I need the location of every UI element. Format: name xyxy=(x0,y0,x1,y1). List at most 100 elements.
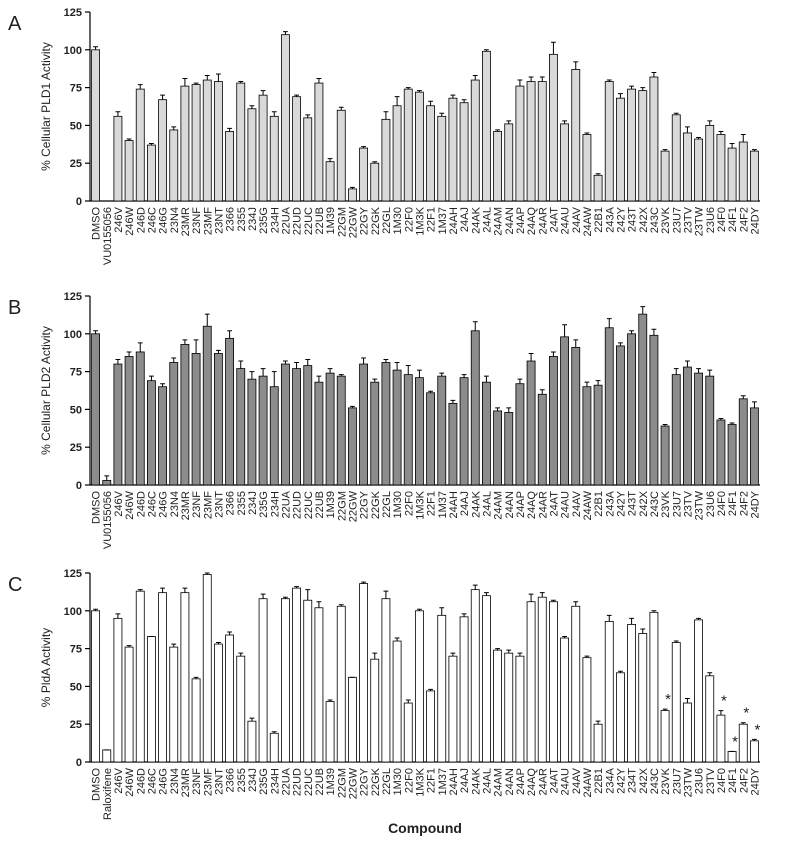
y-tick-label: 75 xyxy=(70,83,82,95)
x-tick-label: 24AH xyxy=(448,207,460,235)
error-bar xyxy=(718,710,724,716)
bar xyxy=(615,345,625,486)
bar xyxy=(213,643,223,763)
y-tick-label: 50 xyxy=(70,404,82,416)
x-tick-label: 243A xyxy=(604,206,616,232)
x-tick-label: 23U7 xyxy=(671,491,683,517)
bar xyxy=(359,583,369,763)
error-bar xyxy=(260,368,266,377)
bar xyxy=(124,646,134,763)
x-tick-label: 22UB xyxy=(314,768,326,796)
bar xyxy=(258,375,268,486)
error-bar xyxy=(204,572,210,575)
x-tick-label: 1M30 xyxy=(392,491,404,519)
x-tick-label: 24AH xyxy=(448,768,460,796)
x-tick-label: 22GL xyxy=(381,768,393,795)
x-tick-label: 23TW xyxy=(694,490,706,520)
bar xyxy=(716,419,726,486)
error-bar xyxy=(115,613,121,619)
bar xyxy=(403,374,413,486)
bar xyxy=(560,123,570,202)
x-tick-label: 2366 xyxy=(225,491,237,515)
error-bar xyxy=(606,614,612,622)
x-tick-label: 1M39 xyxy=(325,207,337,235)
x-tick-label: 24AL xyxy=(481,491,493,517)
x-tick-label: 22B1 xyxy=(593,768,605,794)
x-tick-label: 23NT xyxy=(213,491,225,518)
x-tick-label: 24DY xyxy=(749,490,761,518)
error-bar xyxy=(640,628,646,634)
x-tick-label: 23MR xyxy=(180,207,192,236)
bar xyxy=(437,614,447,763)
bar xyxy=(604,81,614,202)
error-bar xyxy=(573,61,579,70)
bar xyxy=(548,601,558,763)
x-tick-label: 246C xyxy=(146,207,158,233)
error-bar xyxy=(294,94,299,97)
x-tick-label: 22UB xyxy=(314,207,326,235)
error-bar xyxy=(618,93,623,99)
x-tick-label: 24F0 xyxy=(716,207,728,232)
bar xyxy=(526,601,536,763)
x-tick-label: 22GL xyxy=(381,207,393,234)
bar xyxy=(504,412,514,486)
bar xyxy=(102,749,112,763)
bar xyxy=(336,375,346,486)
error-bar xyxy=(539,389,545,395)
bar xyxy=(414,91,424,202)
error-bar xyxy=(551,41,556,55)
x-tick-label: 24AP xyxy=(515,491,527,518)
bar xyxy=(627,624,637,763)
bar xyxy=(537,596,547,763)
error-bar xyxy=(249,371,255,380)
bar xyxy=(526,81,536,202)
error-bar xyxy=(216,642,221,645)
bar xyxy=(749,407,759,486)
y-tick-label: 25 xyxy=(70,442,82,454)
error-bar xyxy=(305,359,311,366)
x-tick-label: 22B1 xyxy=(593,491,605,517)
bar xyxy=(303,599,313,763)
bar xyxy=(269,115,279,202)
x-tick-label: 22GW xyxy=(347,206,359,238)
error-bar xyxy=(115,111,121,117)
error-bar xyxy=(606,79,612,82)
error-bar xyxy=(528,76,534,82)
error-bar xyxy=(472,321,478,331)
bar xyxy=(638,633,648,763)
error-bar xyxy=(249,105,255,109)
bar xyxy=(727,751,737,763)
error-bar xyxy=(662,424,668,427)
x-tick-label: 22UB xyxy=(314,491,326,519)
error-bar xyxy=(484,375,489,383)
bar xyxy=(158,99,168,202)
bar xyxy=(649,334,659,486)
error-bar xyxy=(729,422,735,425)
x-tick-label: 23N4 xyxy=(169,491,181,517)
x-tick-label: 24AU xyxy=(560,491,572,519)
x-tick-label: 22GW xyxy=(347,767,359,799)
error-bar xyxy=(338,604,344,607)
x-tick-label: 24AQ xyxy=(526,207,538,236)
error-bar xyxy=(137,342,143,352)
error-bar xyxy=(450,399,456,404)
bar xyxy=(593,174,603,202)
x-tick-label: DMSO xyxy=(91,207,103,240)
x-tick-label: 22F0 xyxy=(403,768,415,793)
bar xyxy=(225,634,235,763)
bar xyxy=(537,81,547,202)
x-tick-label: 24AL xyxy=(481,207,493,233)
error-bar xyxy=(305,114,311,118)
y-tick-label: 100 xyxy=(64,329,82,341)
bar xyxy=(515,383,525,486)
x-tick-label: 24AR xyxy=(537,207,549,235)
error-bar xyxy=(93,608,98,611)
x-tick-label: 24F1 xyxy=(727,207,739,232)
x-tick-label: 23TW xyxy=(682,767,694,797)
bar xyxy=(448,97,458,202)
x-tick-label: 22GM xyxy=(336,491,348,521)
x-tick-label: 246D xyxy=(135,491,147,517)
error-bar xyxy=(484,49,489,52)
error-bar xyxy=(294,586,299,589)
error-bar xyxy=(506,649,512,654)
